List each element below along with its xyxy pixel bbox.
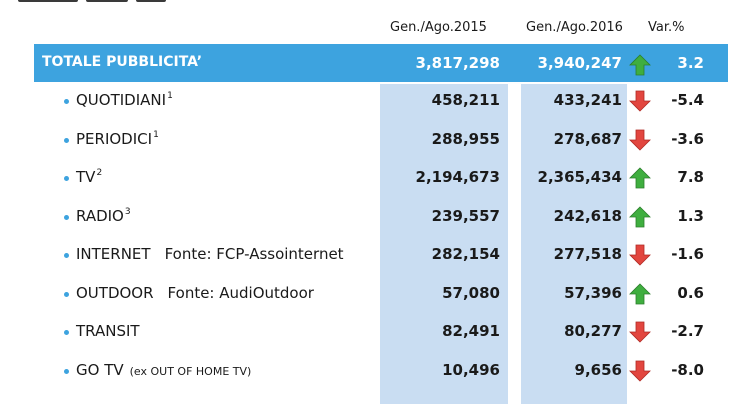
column-band-2016	[521, 84, 627, 404]
row-label: INTERNET Fonte: FCP-Assointernet	[76, 245, 344, 263]
source-note: Fonte: AudiOutdoor	[167, 283, 314, 302]
trend-up-icon	[629, 282, 651, 305]
source-note: Fonte: FCP-Assointernet	[164, 245, 344, 263]
total-row-bar	[34, 44, 728, 82]
value-2015: 282,154	[431, 245, 500, 263]
total-variation: 3.2	[677, 54, 704, 72]
header-2015: Gen./Ago.2015	[390, 20, 487, 35]
header-2016: Gen./Ago.2016	[526, 20, 623, 35]
value-2015: 10,496	[442, 360, 500, 379]
media-name: INTERNET	[76, 245, 151, 263]
value-2016: 9,656	[574, 360, 622, 379]
media-name: GO TV	[76, 360, 124, 379]
bullet-icon	[64, 253, 69, 258]
value-2015: 2,194,673	[415, 168, 500, 186]
row-label: OUTDOOR Fonte: AudiOutdoor	[76, 284, 314, 302]
media-name: QUOTIDIANI	[76, 91, 167, 109]
table-row: RADIO3 239,557 242,618 1.3	[0, 202, 748, 232]
value-2016: 242,618	[553, 206, 622, 225]
row-label: GO TV (ex OUT OF HOME TV)	[76, 361, 251, 379]
table-row: QUOTIDIANI1 458,211 433,241 -5.4	[0, 86, 748, 116]
trend-down-icon	[629, 90, 651, 112]
total-value-2015: 3,817,298	[415, 54, 500, 72]
total-label: TOTALE PUBBLICITA’	[42, 54, 203, 70]
row-label: TV2	[76, 168, 102, 186]
trend-up-icon	[629, 167, 651, 189]
media-name: OUTDOOR	[76, 283, 154, 302]
column-band-2015	[380, 84, 508, 404]
media-name: PERIODICI	[76, 129, 153, 148]
table-row: PERIODICI1 288,955 278,687 -3.6	[0, 125, 748, 155]
bullet-icon	[64, 99, 69, 104]
trend-up-icon	[629, 54, 651, 76]
row-label: RADIO3	[76, 207, 131, 225]
table-row: OUTDOOR Fonte: AudiOutdoor 57,080 57,396 0.6	[0, 279, 748, 309]
variation-value: 1.3	[677, 206, 704, 225]
table-row: TRANSIT 82,491 80,277 -2.7	[0, 317, 748, 347]
trend-down-icon	[629, 321, 651, 343]
variation-value: 7.8	[677, 168, 704, 186]
trend-down-icon	[629, 360, 651, 382]
variation-value: 0.6	[677, 283, 704, 302]
trend-down-icon	[629, 129, 651, 151]
value-2015: 239,557	[431, 206, 500, 225]
bullet-icon	[64, 137, 69, 143]
table-row: INTERNET Fonte: FCP-Assointernet 282,154 27…	[0, 240, 748, 270]
variation-value: -8.0	[671, 360, 704, 379]
row-label: TRANSIT	[76, 322, 140, 340]
media-name: RADIO	[76, 206, 124, 225]
bullet-icon	[64, 214, 69, 220]
truncated-heading	[18, 0, 168, 4]
footnote-marker: 1	[167, 91, 173, 101]
total-value-2016: 3,940,247	[537, 54, 622, 72]
bullet-icon	[64, 176, 69, 181]
bullet-icon	[64, 291, 69, 297]
value-2016: 57,396	[564, 283, 622, 302]
value-2015: 82,491	[442, 322, 500, 340]
value-2016: 433,241	[553, 91, 622, 109]
row-note: (ex OUT OF HOME TV)	[129, 364, 252, 378]
value-2015: 288,955	[431, 129, 500, 148]
media-name: TRANSIT	[76, 322, 140, 340]
value-2016: 80,277	[564, 322, 622, 340]
variation-value: -3.6	[671, 129, 704, 148]
table-row: GO TV (ex OUT OF HOME TV) 10,496 9,656 -8.0	[0, 356, 748, 386]
bullet-icon	[64, 368, 69, 374]
table-row: TV2 2,194,673 2,365,434 7.8	[0, 163, 748, 193]
trend-up-icon	[629, 205, 651, 228]
value-2015: 458,211	[431, 91, 500, 109]
bullet-icon	[64, 330, 69, 335]
row-label: QUOTIDIANI1	[76, 91, 173, 109]
variation-value: -2.7	[671, 322, 704, 340]
value-2016: 278,687	[553, 129, 622, 148]
footnote-marker: 3	[124, 206, 131, 217]
media-name: TV	[76, 168, 96, 186]
value-2016: 277,518	[553, 245, 622, 263]
variation-value: -5.4	[671, 91, 704, 109]
row-label: PERIODICI1	[76, 130, 159, 148]
footnote-marker: 1	[153, 129, 159, 140]
header-variation: Var.%	[648, 20, 685, 35]
value-2016: 2,365,434	[537, 168, 622, 186]
trend-down-icon	[629, 244, 651, 266]
value-2015: 57,080	[442, 283, 500, 302]
footnote-marker: 2	[96, 168, 103, 178]
variation-value: -1.6	[671, 245, 704, 263]
